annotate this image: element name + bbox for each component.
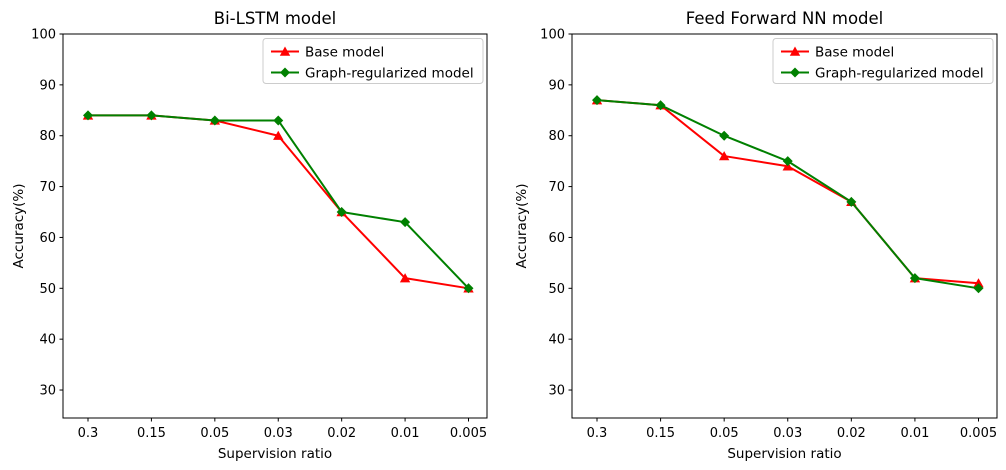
- x-axis-label: Supervision ratio: [218, 446, 332, 462]
- x-tick-label: 0.01: [391, 426, 420, 441]
- y-tick-label: 60: [548, 231, 565, 246]
- marker-diamond-point: [655, 100, 666, 111]
- marker-triangle-up-legend: [279, 46, 291, 56]
- x-tick-label: 0.02: [837, 426, 866, 441]
- y-tick-label: 90: [548, 78, 565, 93]
- x-tick-label: 0.05: [710, 426, 739, 441]
- series-line: [88, 114, 469, 290]
- x-tick-label: 0.3: [78, 426, 99, 441]
- x-tick-label: 0.05: [200, 426, 229, 441]
- marker-diamond-point: [336, 207, 347, 218]
- marker-diamond-point: [146, 110, 157, 121]
- y-axis-label: Accuracy(%): [11, 184, 27, 269]
- marker-diamond-point: [973, 283, 984, 294]
- plot-border: [62, 33, 488, 419]
- marker-diamond-point: [83, 110, 93, 121]
- x-tick-label: 0.01: [900, 426, 929, 441]
- y-tick-label: 40: [39, 333, 56, 348]
- marker-diamond-point: [209, 115, 220, 126]
- chart-title: Bi-LSTM model: [214, 9, 336, 28]
- series-line: [596, 99, 979, 285]
- y-tick-label: 50: [548, 282, 565, 297]
- legend-label: Graph-regularized model: [305, 65, 474, 81]
- legend-label: Base model: [305, 44, 384, 60]
- y-tick-label: 30: [548, 384, 565, 399]
- y-tick-label: 40: [548, 333, 565, 348]
- x-axis-label: Supervision ratio: [727, 446, 841, 462]
- x-tick-label: 0.03: [264, 426, 293, 441]
- legend-label: Graph-regularized model: [815, 65, 984, 81]
- x-tick-label: 0.15: [646, 426, 675, 441]
- x-tick-label: 0.02: [327, 426, 356, 441]
- series-line: [88, 114, 470, 289]
- marker-diamond-point: [463, 283, 474, 294]
- y-tick-label: 100: [31, 28, 56, 43]
- y-tick-label: 90: [39, 78, 56, 93]
- marker-diamond-point: [592, 95, 602, 106]
- marker-diamond-point: [400, 217, 411, 228]
- marker-triangle-up-point: [973, 278, 984, 288]
- y-tick-label: 70: [39, 180, 56, 195]
- marker-diamond-legend: [280, 67, 290, 78]
- x-tick-label: 0.15: [137, 426, 166, 441]
- y-tick-label: 100: [540, 28, 565, 43]
- bilstm-chart-canvas: 30 40 50 60 70 80 90 100 0.3 0.15 0.05 0.03 0.02 0.01…: [11, 9, 488, 462]
- ffnn-chart-canvas: 30 40 50 60 70 80 90 100 0.3 0.15 0.05 0.03 0.02 0.01…: [514, 9, 998, 462]
- legend-label: Base model: [815, 44, 894, 60]
- marker-diamond-point: [719, 130, 730, 141]
- legend-box: [262, 38, 484, 84]
- x-tick-label: 0.3: [587, 426, 608, 441]
- series-line: [596, 99, 979, 290]
- y-tick-label: 70: [548, 180, 565, 195]
- y-tick-label: 80: [548, 129, 565, 144]
- chart-title: Feed Forward NN model: [686, 9, 884, 28]
- marker-diamond-point: [782, 156, 793, 167]
- marker-diamond-point: [846, 196, 857, 207]
- marker-diamond-point: [273, 115, 284, 126]
- y-tick-label: 80: [39, 129, 56, 144]
- subplot-bilstm: 30 40 50 60 70 80 90 100 0.3 0.15 0.05 0.03 0.02 0.01…: [11, 9, 488, 462]
- subplot-ffnn: 30 40 50 60 70 80 90 100 0.3 0.15 0.05 0.03 0.02 0.01…: [503, 0, 1006, 470]
- x-tick-label: 0.005: [960, 426, 997, 441]
- x-tick-label: 0.03: [773, 426, 802, 441]
- marker-diamond-point: [909, 273, 920, 284]
- marker-diamond-legend: [790, 67, 800, 78]
- x-tick-label: 0.005: [450, 426, 487, 441]
- plot-border: [571, 33, 998, 419]
- y-tick-label: 50: [39, 282, 56, 297]
- y-tick-label: 60: [39, 231, 56, 246]
- y-tick-label: 30: [39, 384, 56, 399]
- legend-box: [772, 38, 994, 84]
- y-axis-label: Accuracy(%): [514, 184, 530, 269]
- marker-triangle-up-point: [399, 273, 411, 283]
- marker-triangle-up-point: [718, 151, 730, 161]
- marker-triangle-up-legend: [789, 46, 801, 56]
- marker-triangle-up-point: [273, 130, 284, 140]
